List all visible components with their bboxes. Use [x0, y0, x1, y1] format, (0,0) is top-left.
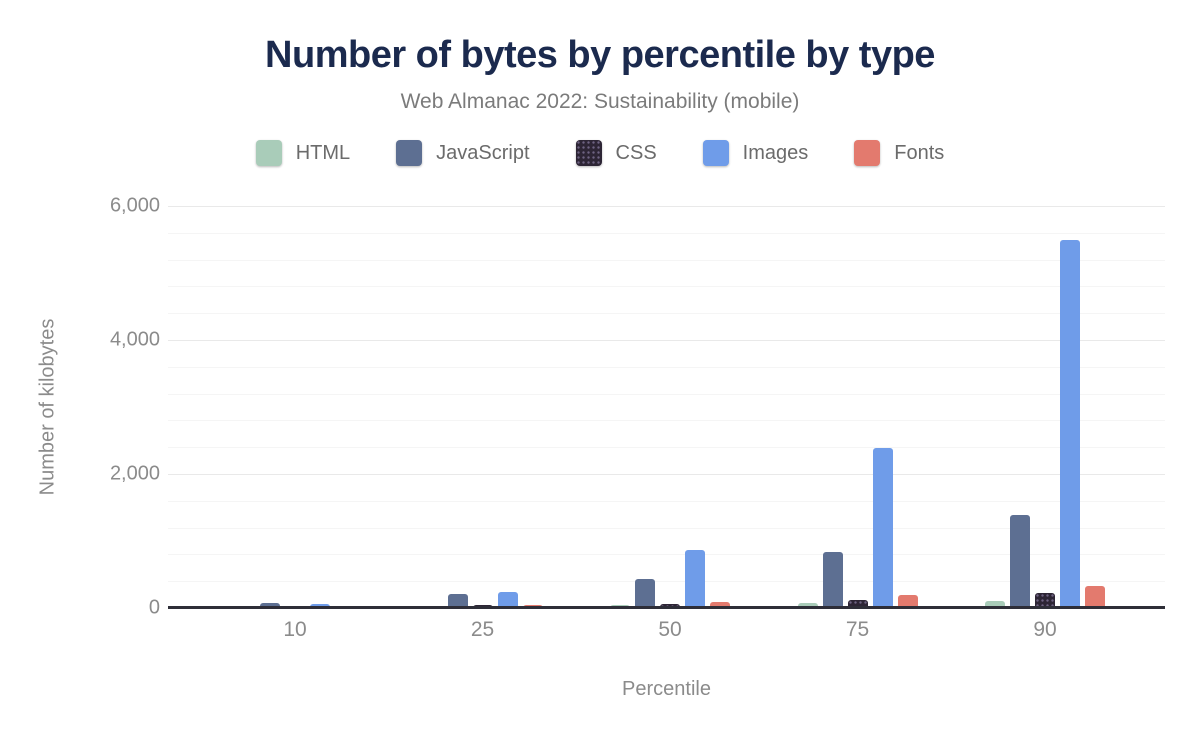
bar-group-p10 — [235, 206, 355, 608]
x-tick-label: 75 — [845, 618, 870, 641]
gridline — [168, 420, 1165, 422]
bar-group-p25 — [422, 206, 543, 608]
bar-javascript-p75[interactable] — [822, 551, 843, 608]
x-axis-line — [168, 606, 1165, 609]
legend-item-html: HTML — [255, 140, 351, 166]
legend-swatch-fonts — [854, 140, 881, 166]
legend-label: Images — [742, 141, 809, 164]
x-tick-label: 50 — [658, 618, 682, 641]
legend-swatch-images — [702, 140, 729, 166]
y-tick-label: 2,000 — [109, 462, 160, 485]
bar-css-p90[interactable] — [1035, 592, 1055, 608]
x-tick-label: 10 — [283, 618, 307, 641]
x-tick-label: 90 — [1033, 618, 1057, 641]
bar-javascript-p90[interactable] — [1010, 514, 1030, 608]
chart-title: Number of bytes by percentile by type — [265, 34, 935, 76]
legend-swatch-javascript — [396, 140, 423, 166]
legend-label: Fonts — [894, 141, 945, 164]
bar-images-p75[interactable] — [872, 447, 893, 608]
legend: HTML JavaScript CSS Images Fonts — [0, 140, 1200, 166]
bar-group-p75 — [797, 206, 918, 608]
legend-swatch-css — [575, 140, 602, 166]
plot-area: 0 2,000 4,000 6,000 10 25 50 75 90 — [110, 195, 1165, 641]
bar-html-p75[interactable] — [797, 603, 818, 608]
x-tick-label: 25 — [470, 618, 495, 641]
gridline — [168, 581, 1165, 583]
bar-group-p90 — [985, 206, 1105, 608]
bar-images-p25[interactable] — [497, 591, 518, 608]
legend-item-fonts: Fonts — [854, 140, 944, 166]
legend-item-javascript: JavaScript — [396, 140, 530, 166]
gridline — [168, 474, 1165, 475]
gridline — [168, 447, 1165, 449]
legend-label: HTML — [295, 141, 351, 164]
bar-group-p50 — [610, 206, 730, 608]
gridline — [168, 340, 1165, 341]
bar-fonts-p75[interactable] — [897, 595, 918, 608]
legend-item-css: CSS — [575, 140, 657, 166]
legend-label: CSS — [615, 141, 657, 164]
y-tick-label: 0 — [148, 596, 160, 619]
bar-css-p50[interactable] — [660, 603, 680, 608]
gridline — [168, 286, 1165, 288]
bar-javascript-p50[interactable] — [635, 579, 655, 608]
gridline — [168, 206, 1165, 207]
gridline — [168, 554, 1165, 556]
bar-javascript-p25[interactable] — [447, 593, 468, 608]
bar-css-p75[interactable] — [847, 599, 868, 608]
bar-images-p90[interactable] — [1060, 239, 1080, 608]
gridline — [168, 313, 1165, 315]
legend-swatch-html — [255, 140, 282, 166]
gridline — [168, 232, 1165, 234]
bar-fonts-p90[interactable] — [1085, 585, 1105, 608]
gridline — [168, 259, 1165, 261]
x-axis-title: Percentile — [622, 678, 711, 700]
y-tick-label: 6,000 — [109, 194, 160, 217]
y-axis-title: Number of kilobytes — [36, 318, 59, 496]
gridline — [168, 366, 1165, 368]
y-tick-label: 4,000 — [109, 328, 160, 351]
bar-html-p90[interactable] — [985, 600, 1005, 608]
bar-images-p50[interactable] — [685, 550, 705, 608]
chart-subtitle: Web Almanac 2022: Sustainability (mobile… — [400, 90, 800, 113]
legend-label: JavaScript — [436, 141, 530, 164]
bar-fonts-p50[interactable] — [710, 601, 730, 608]
gridline — [168, 393, 1165, 395]
bar-javascript-p10[interactable] — [260, 603, 280, 608]
legend-item-images: Images — [702, 140, 809, 166]
gridline — [168, 527, 1165, 529]
gridline — [168, 500, 1165, 502]
bar-images-p10[interactable] — [310, 603, 330, 608]
